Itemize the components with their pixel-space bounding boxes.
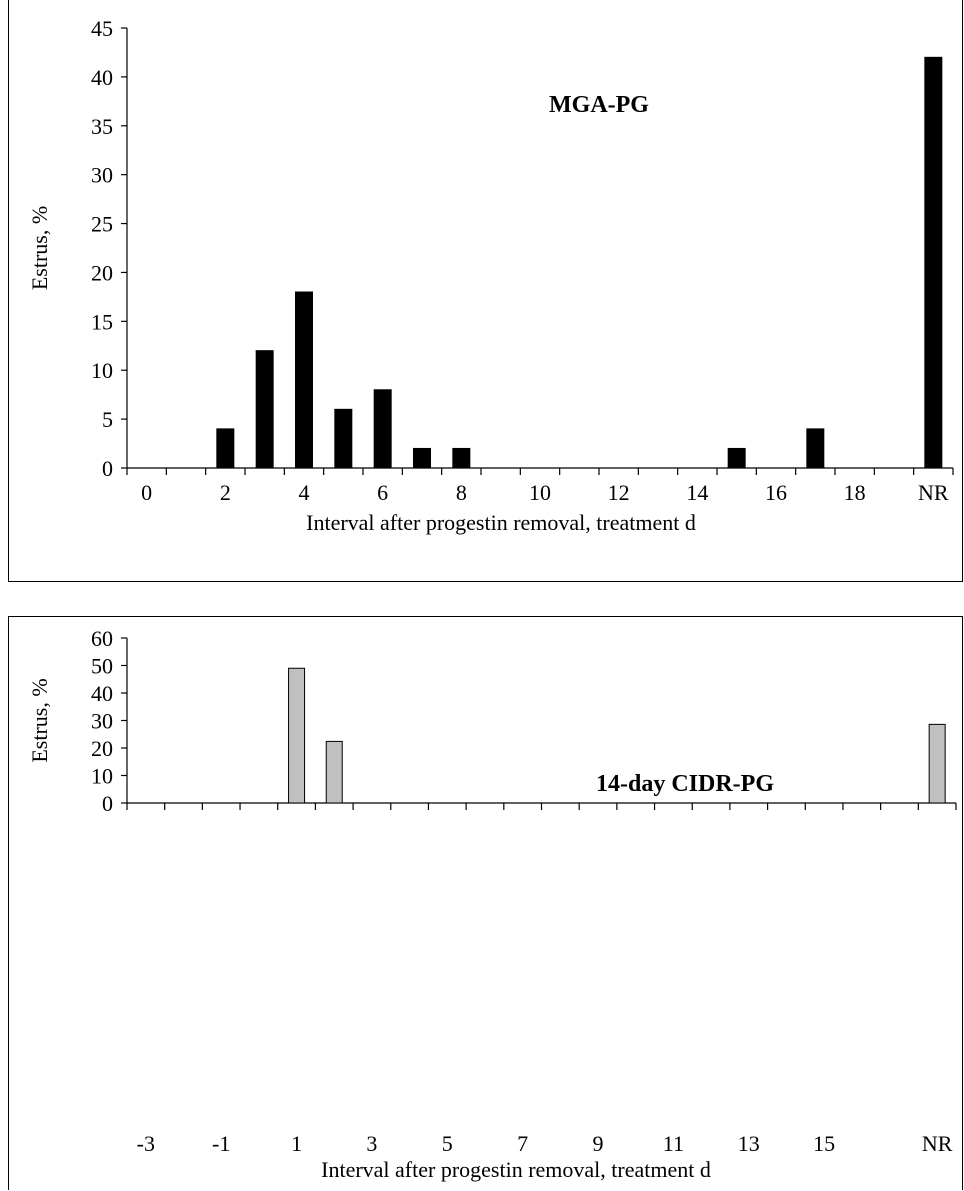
x-tick-label: 1: [291, 1131, 302, 1156]
y-tick-label: 45: [91, 16, 113, 41]
x-tick-label: 2: [220, 480, 231, 505]
bar: [924, 56, 943, 469]
y-tick-label: 5: [102, 407, 113, 432]
x-tick-label: 10: [529, 480, 551, 505]
x-axis-label: Interval after progestin removal, treatm…: [321, 1157, 711, 1182]
y-tick-label: 30: [91, 163, 113, 188]
chart-annotation: 14-day CIDR-PG: [596, 771, 774, 797]
bar: [928, 723, 946, 804]
x-tick-label: 16: [765, 480, 787, 505]
bar: [334, 408, 353, 469]
y-tick-label: 15: [91, 309, 113, 334]
x-tick-label: 9: [593, 1131, 604, 1156]
y-tick-label: 25: [91, 212, 113, 237]
x-tick-label: 11: [663, 1131, 684, 1156]
y-tick-label: 30: [91, 709, 113, 734]
x-tick-label: 12: [608, 480, 630, 505]
bar: [288, 667, 306, 804]
y-tick-label: 60: [91, 626, 113, 651]
chart-annotation: MGA-PG: [549, 92, 649, 118]
x-tick-label: 14: [686, 480, 708, 505]
bar: [295, 291, 313, 469]
x-tick-label: NR: [918, 480, 949, 505]
bar: [255, 350, 274, 469]
y-tick-label: 50: [91, 654, 113, 679]
y-tick-label: 40: [91, 681, 113, 706]
bar: [325, 740, 343, 804]
x-tick-label: -1: [212, 1131, 230, 1156]
x-tick-label: 4: [299, 480, 310, 505]
y-tick-label: 0: [102, 456, 113, 481]
y-tick-label: 40: [91, 65, 113, 90]
bar: [216, 428, 235, 469]
x-tick-label: 7: [517, 1131, 528, 1156]
x-axis-label: Interval after progestin removal, treatm…: [306, 510, 696, 535]
bar: [727, 447, 746, 469]
chart-panel-mga-pg: 0 5 10 15 20 25 30 35 40 45 0 2 4 6 8 10 12 14 16 18 NR MGA-P…: [8, 0, 963, 582]
x-tick-label: 5: [442, 1131, 453, 1156]
x-tick-label: 6: [377, 480, 388, 505]
bar: [413, 447, 431, 469]
x-tick-label: 15: [813, 1131, 835, 1156]
x-tick-label: 0: [141, 480, 152, 505]
y-tick-label: 0: [102, 791, 113, 816]
y-tick-label: 35: [91, 114, 113, 139]
x-tick-label: 3: [366, 1131, 377, 1156]
y-tick-label: 10: [91, 764, 113, 789]
y-tick-label: 20: [91, 260, 113, 285]
x-tick-label: -3: [137, 1131, 155, 1156]
y-axis-label: Estrus, %: [27, 206, 52, 290]
bar: [452, 447, 471, 469]
x-tick-label: 8: [456, 480, 467, 505]
bar: [806, 428, 825, 469]
x-tick-label: NR: [922, 1131, 953, 1156]
y-tick-label: 10: [91, 358, 113, 383]
y-tick-label: 20: [91, 736, 113, 761]
x-tick-label: 13: [738, 1131, 760, 1156]
x-tick-label: 18: [844, 480, 866, 505]
y-axis-label: Estrus, %: [27, 678, 52, 762]
bar: [373, 389, 392, 469]
bar-chart-mga-pg: 0 5 10 15 20 25 30 35 40 45 0 2 4 6 8 10 12 14 16 18 NR MGA-P…: [27, 16, 954, 535]
chart-panel-cidr-pg: 0 10 20 30 40 50 60 -3 -1 1 3 5 7 9 11 13 15 NR 14-day CID…: [8, 616, 963, 1190]
